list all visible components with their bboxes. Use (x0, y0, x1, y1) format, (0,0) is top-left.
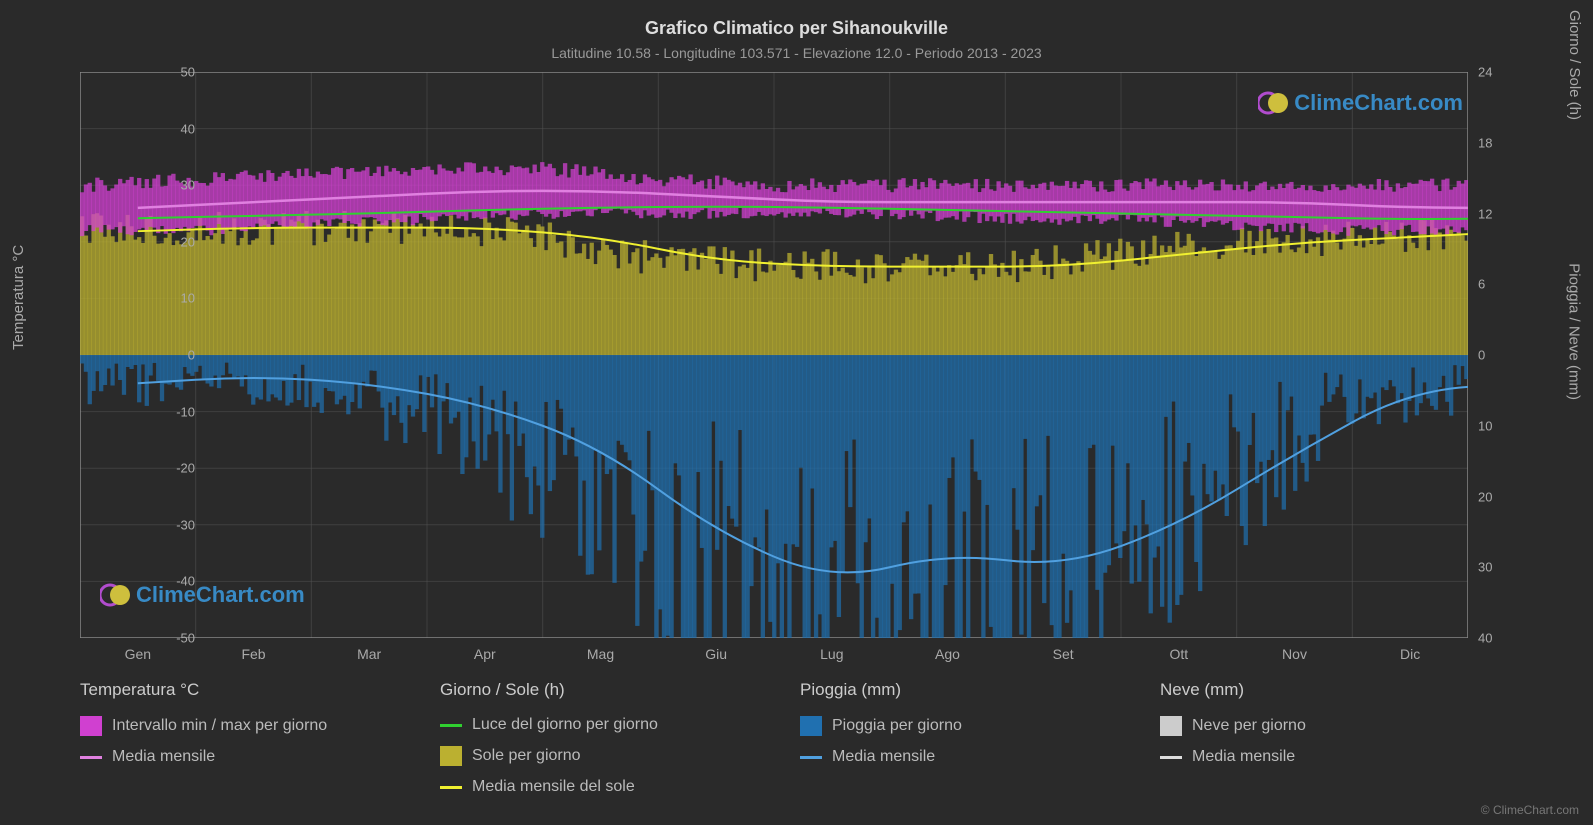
y-tick-right-mm: 10 (1478, 418, 1492, 433)
legend-line-icon (440, 724, 462, 727)
x-tick-month: Dic (1400, 646, 1420, 662)
legend-label: Media mensile (832, 748, 935, 766)
legend-label: Sole per giorno (472, 747, 581, 765)
chart-subtitle: Latitudine 10.58 - Longitudine 103.571 -… (0, 39, 1593, 61)
x-tick-month: Set (1053, 646, 1074, 662)
legend-col: Temperatura °C Intervallo min / max per g… (80, 680, 420, 796)
legend-label: Media mensile (112, 748, 215, 766)
legend-swatch-icon (800, 716, 822, 736)
legend-item: Luce del giorno per giorno (440, 716, 780, 734)
legend-swatch-icon (80, 716, 102, 736)
x-tick-month: Lug (820, 646, 843, 662)
x-tick-month: Ott (1169, 646, 1188, 662)
y-tick-right-mm: 40 (1478, 631, 1492, 646)
legend-line-icon (80, 756, 102, 759)
x-tick-month: Feb (241, 646, 265, 662)
y-tick-right-hours: 12 (1478, 206, 1492, 221)
legend-label: Pioggia per giorno (832, 717, 962, 735)
legend-item: Media mensile (80, 748, 420, 766)
legend-label: Intervallo min / max per giorno (112, 717, 327, 735)
x-tick-month: Ago (935, 646, 960, 662)
y-tick-right-mm: 20 (1478, 489, 1492, 504)
y-tick-right-hours: 6 (1478, 277, 1485, 292)
y-tick-left: 40 (181, 121, 195, 136)
y-tick-left: -20 (176, 461, 195, 476)
legend-line-icon (800, 756, 822, 759)
legend-item: Intervallo min / max per giorno (80, 716, 420, 736)
legend-line-icon (1160, 756, 1182, 759)
chart-title: Grafico Climatico per Sihanoukville (0, 0, 1593, 39)
y-tick-right-hours: 18 (1478, 135, 1492, 150)
watermark-text: ClimeChart.com (1294, 90, 1463, 116)
watermark-text: ClimeChart.com (136, 582, 305, 608)
y-tick-left: 50 (181, 65, 195, 80)
x-tick-month: Giu (705, 646, 727, 662)
plot-area (80, 72, 1468, 638)
legend-header: Pioggia (mm) (800, 680, 1140, 700)
legend-item: Media mensile (1160, 748, 1500, 766)
legend-label: Media mensile (1192, 748, 1295, 766)
axis-label-right-bottom: Pioggia / Neve (mm) (1566, 263, 1583, 400)
legend-item: Media mensile (800, 748, 1140, 766)
legend-item: Sole per giorno (440, 746, 780, 766)
legend-label: Media mensile del sole (472, 778, 635, 796)
y-tick-left: 20 (181, 234, 195, 249)
copyright: © ClimeChart.com (1481, 803, 1579, 817)
legend-item: Media mensile del sole (440, 778, 780, 796)
x-tick-month: Mag (587, 646, 614, 662)
watermark-top: ClimeChart.com (1258, 88, 1463, 118)
y-tick-right-mm: 30 (1478, 560, 1492, 575)
y-tick-left: 10 (181, 291, 195, 306)
y-tick-left: -50 (176, 631, 195, 646)
legend-header: Giorno / Sole (h) (440, 680, 780, 700)
y-tick-left: 30 (181, 178, 195, 193)
axis-label-left: Temperatura °C (10, 245, 27, 350)
logo-icon (1258, 88, 1288, 118)
y-tick-left: -30 (176, 517, 195, 532)
legend-header: Temperatura °C (80, 680, 420, 700)
logo-icon (100, 580, 130, 610)
legend: Temperatura °C Intervallo min / max per g… (80, 680, 1500, 796)
legend-line-icon (440, 786, 462, 789)
watermark-bottom: ClimeChart.com (100, 580, 305, 610)
y-tick-right-hours: 0 (1478, 348, 1485, 363)
legend-swatch-icon (1160, 716, 1182, 736)
legend-col: Pioggia (mm) Pioggia per giorno Media mens… (800, 680, 1140, 796)
legend-label: Luce del giorno per giorno (472, 716, 658, 734)
legend-col: Neve (mm) Neve per giorno Media mensile (1160, 680, 1500, 796)
legend-swatch-icon (440, 746, 462, 766)
y-tick-left: 0 (188, 348, 195, 363)
y-tick-right-hours: 24 (1478, 65, 1492, 80)
x-tick-month: Mar (357, 646, 381, 662)
legend-item: Neve per giorno (1160, 716, 1500, 736)
x-tick-month: Nov (1282, 646, 1307, 662)
x-tick-month: Gen (125, 646, 151, 662)
legend-item: Pioggia per giorno (800, 716, 1140, 736)
legend-header: Neve (mm) (1160, 680, 1500, 700)
axis-label-right-top: Giorno / Sole (h) (1566, 10, 1583, 120)
legend-col: Giorno / Sole (h) Luce del giorno per gio… (440, 680, 780, 796)
legend-label: Neve per giorno (1192, 717, 1306, 735)
y-tick-left: -10 (176, 404, 195, 419)
x-tick-month: Apr (474, 646, 496, 662)
